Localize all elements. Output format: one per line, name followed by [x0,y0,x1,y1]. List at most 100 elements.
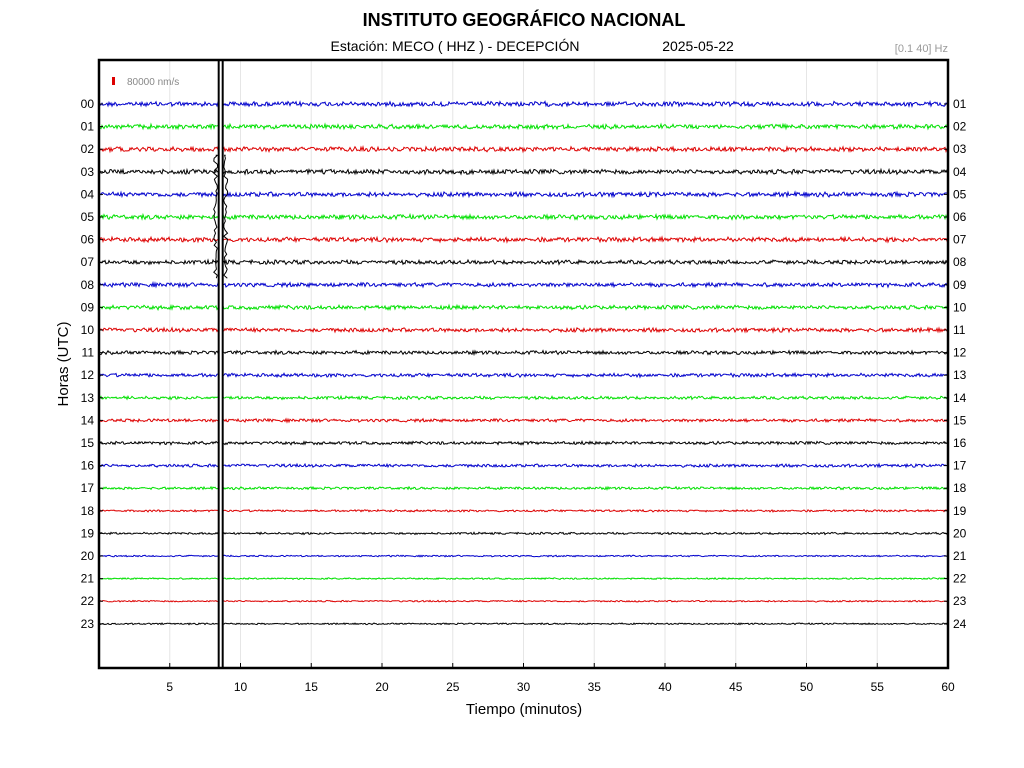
left-tick-label: 15 [81,436,95,450]
x-tick-label: 20 [375,680,389,694]
x-tick-label: 50 [800,680,814,694]
plot-frame [97,58,950,670]
station-label: Estación: MECO ( HHZ ) - DECEPCIÓN [331,38,580,54]
trace-hour-20 [98,554,949,558]
left-tick-label: 23 [81,617,95,631]
trace-hour-19 [98,531,949,536]
chart-title: INSTITUTO GEOGRÁFICO NACIONAL [363,9,686,30]
date-label: 2025-05-22 [662,38,734,54]
filter-label: [0.1 40] Hz [895,43,948,55]
right-tick-label: 22 [953,572,967,586]
event-gap [219,60,222,668]
right-tick-label: 11 [953,323,966,337]
right-hour-ticks: 01 02 03 04 05 06 07 08 09 10 11 12 13 14 15 16 17 18 19 20… [944,97,967,631]
trace-hour-04 [98,190,949,199]
trace-hour-23 [98,621,949,626]
right-tick-label: 01 [953,97,967,111]
x-tick-label: 40 [658,680,672,694]
left-tick-label: 04 [81,187,95,201]
right-tick-label: 24 [953,617,967,631]
event-wiggle-right [222,154,229,279]
trace-hour-02 [98,145,949,154]
x-axis-ticks: 5 10 15 20 25 30 35 40 45 50 55 60 [166,663,955,694]
left-tick-label: 02 [81,142,95,156]
trace-hour-01 [98,122,949,131]
trace-hour-18 [98,508,949,513]
left-tick-label: 05 [81,210,95,224]
event-burst [213,60,229,668]
left-tick-label: 20 [81,549,95,563]
y-axis-label: Horas (UTC) [55,321,72,406]
scale-bar [112,77,115,85]
trace-hour-10 [98,326,949,334]
x-tick-label: 45 [729,680,743,694]
trace-hour-16 [98,462,949,469]
scale-label: 80000 nm/s [127,77,179,88]
left-tick-label: 07 [81,255,95,269]
right-tick-label: 23 [953,594,967,608]
x-tick-label: 15 [305,680,319,694]
left-tick-label: 21 [81,572,95,586]
right-tick-label: 05 [953,187,967,201]
trace-hour-00 [98,100,949,108]
event-wiggle-left [213,154,219,279]
x-tick-label: 25 [446,680,460,694]
left-tick-label: 00 [81,97,95,111]
trace-hour-06 [98,235,949,244]
right-tick-label: 19 [953,504,967,518]
right-tick-label: 16 [953,436,967,450]
left-tick-label: 19 [81,526,95,540]
right-tick-label: 09 [953,278,967,292]
left-tick-label: 22 [81,594,95,608]
trace-hour-09 [98,303,949,312]
trace-hour-14 [98,417,949,424]
left-tick-label: 01 [81,120,95,134]
left-hour-ticks: 00 01 02 03 04 05 06 07 08 09 10 11 12 13 14 15 16 17 18 19… [81,97,103,631]
x-tick-label: 10 [234,680,248,694]
x-tick-label: 60 [941,680,955,694]
x-tick-label: 55 [871,680,885,694]
right-tick-label: 20 [953,526,967,540]
left-tick-label: 14 [81,413,95,427]
right-tick-label: 04 [953,165,967,179]
left-tick-label: 09 [81,300,95,314]
right-tick-label: 10 [953,300,967,314]
trace-hour-12 [98,371,949,379]
right-tick-label: 02 [953,120,967,134]
trace-hour-07 [98,258,949,266]
trace-hour-11 [98,349,949,357]
left-tick-label: 12 [81,368,95,382]
right-tick-label: 21 [953,549,967,563]
x-tick-label: 30 [517,680,531,694]
right-tick-label: 06 [953,210,967,224]
trace-hour-21 [98,576,949,581]
left-tick-label: 10 [81,323,95,337]
left-tick-label: 18 [81,504,95,518]
x-tick-label: 5 [166,680,173,694]
right-tick-label: 17 [953,459,967,473]
right-tick-label: 13 [953,368,967,382]
right-tick-label: 18 [953,481,967,495]
seismic-traces [98,100,949,626]
right-tick-label: 07 [953,233,967,247]
right-tick-label: 08 [953,255,967,269]
trace-hour-03 [98,167,949,176]
trace-hour-08 [98,280,949,289]
x-tick-label: 35 [588,680,602,694]
left-tick-label: 06 [81,233,95,247]
trace-hour-17 [98,485,949,491]
left-tick-label: 17 [81,481,95,495]
right-tick-label: 15 [953,413,967,427]
trace-hour-22 [98,599,949,603]
left-tick-label: 03 [81,165,95,179]
x-axis-label: Tiempo (minutos) [466,701,582,718]
trace-hour-05 [98,212,949,221]
right-tick-label: 14 [953,391,967,405]
left-tick-label: 11 [82,346,95,360]
grid-lines [169,60,878,668]
right-tick-label: 03 [953,142,967,156]
right-tick-label: 12 [953,346,967,360]
left-tick-label: 13 [81,391,95,405]
trace-hour-13 [98,394,949,401]
